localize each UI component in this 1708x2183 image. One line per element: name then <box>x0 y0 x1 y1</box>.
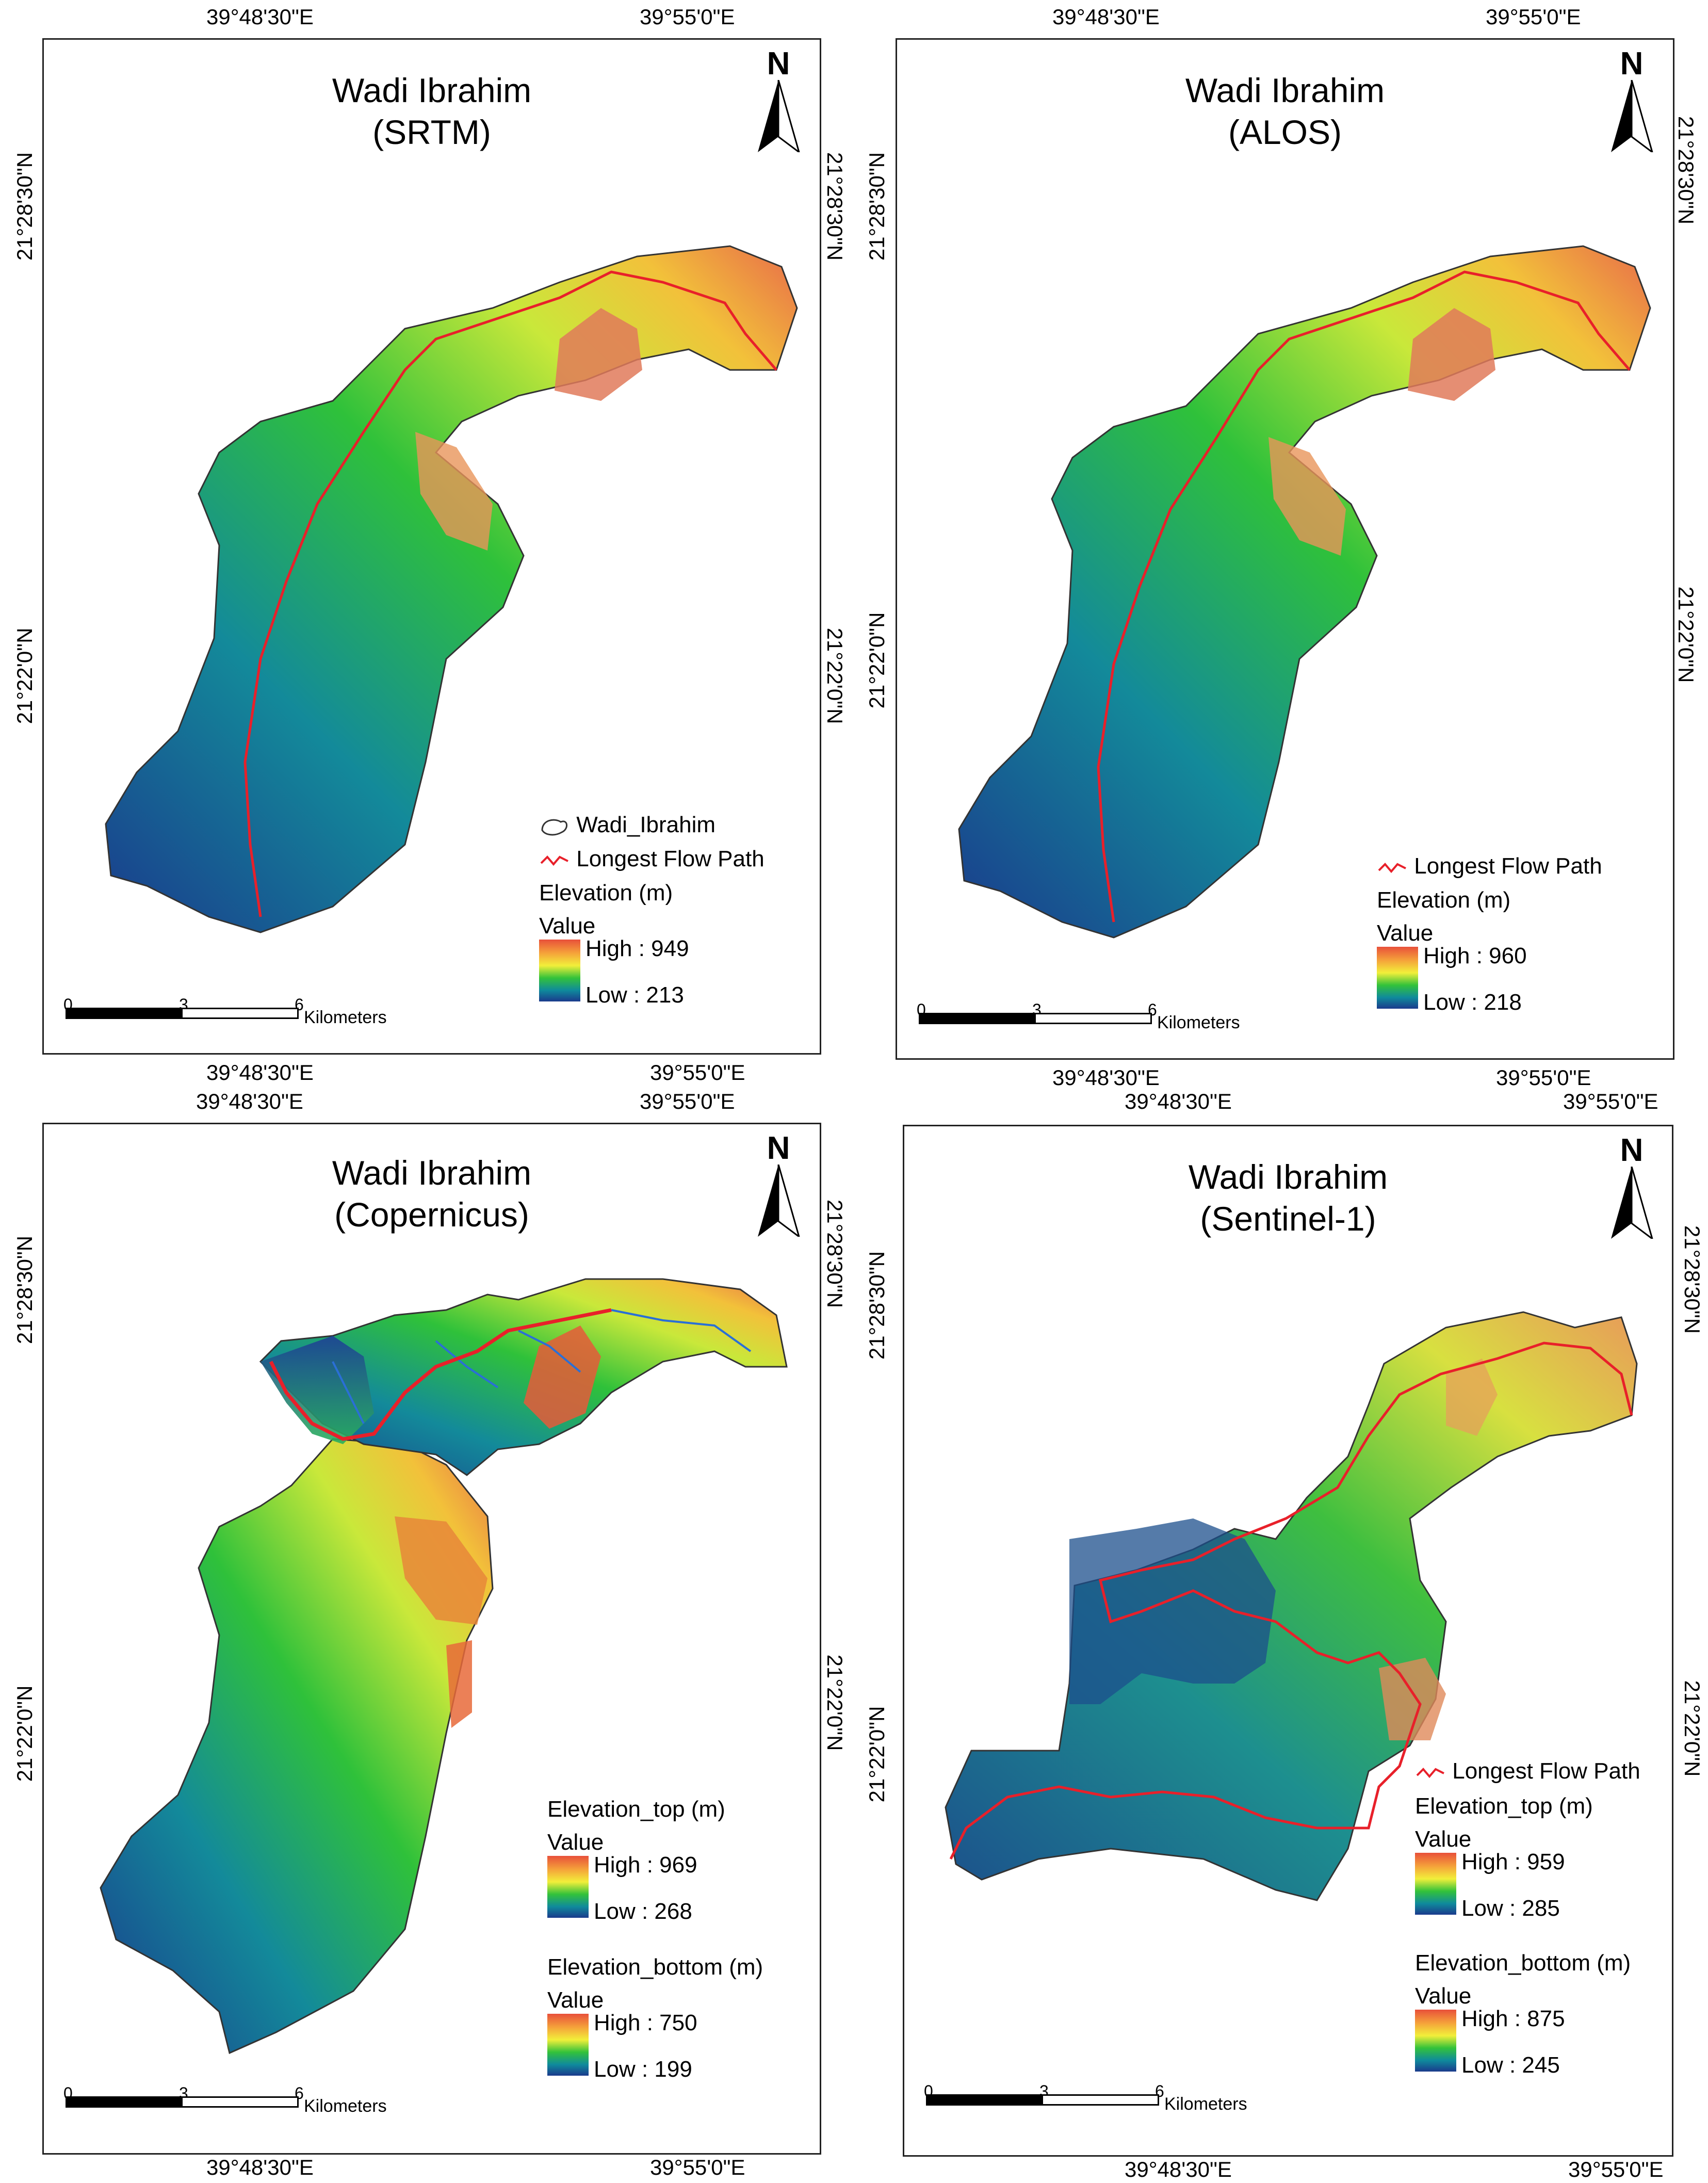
lon-label-bottom: 39°48'30"E <box>1052 1065 1160 1090</box>
lat-label-right: 21°28'30"N <box>823 1199 847 1308</box>
flow-path-icon <box>1416 1768 1444 1778</box>
lon-label-bottom: 39°48'30"E <box>206 2155 314 2179</box>
lat-label-left: 21°22'0"N <box>12 627 37 724</box>
lat-label-left: 21°22'0"N <box>12 1685 37 1782</box>
flow-path-icon <box>1378 863 1406 874</box>
longest-flow-path <box>243 270 777 917</box>
watershed-map <box>100 1278 788 2055</box>
high-elevation-zone <box>555 308 642 401</box>
north-arrow: N <box>747 1133 809 1239</box>
north-arrow-icon <box>1611 79 1654 154</box>
map-panel-srtm: Wadi Ibrahim (SRTM) N Wadi_Ibrahim Longes… <box>42 38 821 1055</box>
lat-label-left: 21°28'30"N <box>12 1235 37 1345</box>
high-elevation-zone <box>415 432 493 551</box>
lon-label-top: 39°55'0"E <box>640 1089 735 1113</box>
lat-label-left: 21°28'30"N <box>865 1251 889 1360</box>
map-panel-sentinel-1: Wadi Ibrahim (Sentinel-1) N Longest Flow … <box>903 1125 1673 2157</box>
high-elevation-zone <box>1379 1658 1446 1740</box>
north-arrow: N <box>1601 1135 1663 1241</box>
lon-label-bottom: 39°55'0"E <box>1568 2157 1664 2181</box>
high-elevation-zone <box>446 1640 472 1728</box>
longest-flow-path <box>1097 270 1631 923</box>
lat-label-right: 21°28'30"N <box>1680 1225 1704 1334</box>
lon-label-top: 39°55'0"E <box>1563 1089 1658 1113</box>
north-arrow-icon <box>758 79 801 154</box>
lat-label-left: 21°28'30"N <box>12 152 37 261</box>
elevation-color-ramp <box>1377 947 1418 1009</box>
stream-network <box>332 1309 752 1424</box>
low-elevation-zone <box>1069 1518 1276 1704</box>
watershed-area <box>958 245 1651 939</box>
lon-label-bottom: 39°48'30"E <box>206 1060 314 1085</box>
map-title: Wadi Ibrahim (Copernicus) <box>332 1154 532 1234</box>
lat-label-right: 21°28'30"N <box>823 152 847 261</box>
map-panel-alos: Wadi Ibrahim (ALOS) N Longest Flow Path E… <box>896 38 1674 1060</box>
watershed-area-bottom <box>100 1438 494 2055</box>
lon-label-bottom: 39°55'0"E <box>650 1060 745 1085</box>
map-title: Wadi Ibrahim (SRTM) <box>332 71 532 151</box>
north-arrow-icon <box>1611 1166 1654 1241</box>
watershed-boundary-icon <box>541 819 567 836</box>
lon-label-top: 39°48'30"E <box>1052 5 1160 29</box>
lat-label-right: 21°22'0"N <box>1674 586 1698 683</box>
watershed-map <box>945 1311 1638 1901</box>
longest-flow-path <box>269 1308 612 1441</box>
lat-label-left: 21°22'0"N <box>865 1706 889 1803</box>
lon-label-top: 39°55'0"E <box>640 5 735 29</box>
map-title: Wadi Ibrahim (ALOS) <box>1185 71 1385 151</box>
lat-label-left: 21°28'30"N <box>865 152 889 261</box>
lon-label-top: 39°48'30"E <box>196 1089 303 1113</box>
north-arrow-icon <box>758 1164 801 1239</box>
map-panel-copernicus: Wadi Ibrahim (Copernicus) N Elevation_top… <box>42 1123 821 2155</box>
watershed-map <box>958 245 1651 939</box>
lat-label-right: 21°22'0"N <box>823 627 847 724</box>
flow-path-icon <box>540 855 568 866</box>
lat-label-left: 21°22'0"N <box>865 612 889 709</box>
elevation-top-color-ramp <box>547 1856 589 1918</box>
north-arrow: N <box>1601 48 1663 155</box>
elevation-bottom-color-ramp <box>1415 2010 1456 2072</box>
elevation-color-ramp <box>539 940 580 1001</box>
low-elevation-zone <box>261 1336 374 1444</box>
elevation-top-color-ramp <box>1415 1853 1456 1915</box>
lon-label-bottom: 39°48'30"E <box>1125 2157 1232 2181</box>
lon-label-top: 39°48'30"E <box>1125 1089 1232 1113</box>
high-elevation-zone <box>524 1325 601 1429</box>
lon-label-top: 39°48'30"E <box>206 5 314 29</box>
elevation-bottom-color-ramp <box>547 2014 589 2076</box>
lat-label-right: 21°22'0"N <box>1680 1680 1704 1777</box>
north-arrow: N <box>747 48 809 155</box>
high-elevation-zone <box>395 1516 487 1625</box>
high-elevation-zone <box>1408 308 1495 401</box>
lon-label-bottom: 39°55'0"E <box>650 2155 745 2179</box>
map-title: Wadi Ibrahim (Sentinel-1) <box>1188 1158 1388 1238</box>
high-elevation-zone <box>1268 437 1346 556</box>
high-elevation-zone <box>1446 1359 1498 1436</box>
watershed-map <box>105 245 798 933</box>
lat-label-right: 21°28'30"N <box>1674 116 1698 225</box>
lon-label-top: 39°55'0"E <box>1486 5 1581 29</box>
lat-label-right: 21°22'0"N <box>823 1654 847 1751</box>
longest-flow-path <box>949 1341 1633 1860</box>
lon-label-bottom: 39°55'0"E <box>1496 1065 1591 1090</box>
